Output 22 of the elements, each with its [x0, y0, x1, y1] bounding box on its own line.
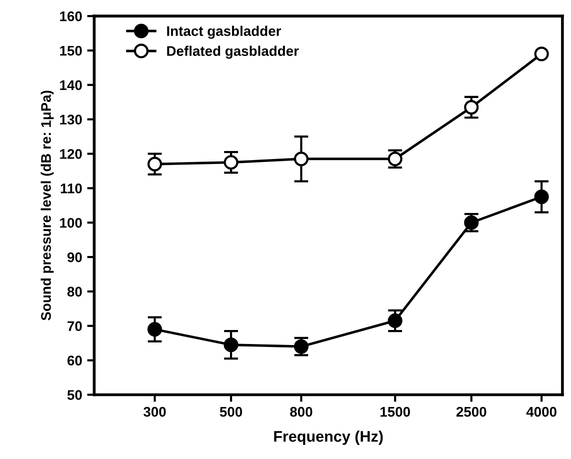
x-tick-label: 500	[220, 406, 242, 417]
y-tick-label: 140	[60, 80, 82, 90]
y-tick-label: 90	[67, 252, 82, 262]
y-tick-label: 60	[67, 356, 82, 366]
legend-label: Intact gasbladder	[167, 26, 282, 39]
y-tick-label: 100	[60, 218, 82, 228]
x-tick-label: 4000	[526, 406, 556, 417]
y-tick-label: 130	[60, 114, 82, 125]
y-tick-label: 160	[60, 11, 82, 22]
y-tick-label: 50	[67, 390, 82, 400]
y-tick-label: 110	[60, 184, 82, 194]
y-tick-label: 120	[60, 149, 82, 159]
x-tick-label: 1500	[380, 406, 410, 417]
x-tick-label: 300	[143, 406, 166, 417]
y-tick-label: 150	[60, 46, 82, 56]
legend-label: Deflated gasbladder	[167, 46, 299, 59]
x-axis-title: Frequency (Hz)	[274, 430, 383, 445]
y-tick-label: 80	[67, 286, 82, 297]
x-tick-label: 2500	[456, 406, 486, 417]
y-axis-title: Sound pressure level (dB re: 1μPa)	[40, 90, 54, 320]
x-tick-label: 800	[290, 406, 312, 417]
y-tick-label: 70	[68, 321, 82, 332]
